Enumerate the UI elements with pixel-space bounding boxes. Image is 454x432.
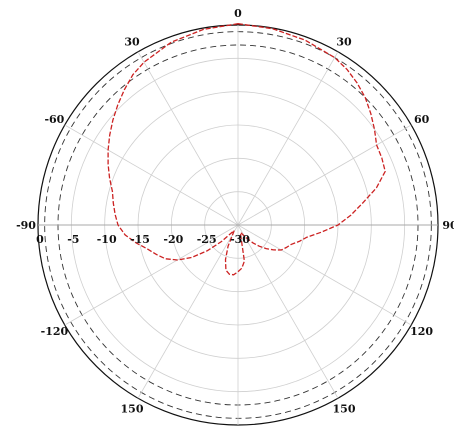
grid-spoke xyxy=(237,124,412,226)
radial-tick-label: -25 xyxy=(197,233,217,246)
angle-tick-label: 30 xyxy=(336,35,352,48)
angle-tick-label: -90 xyxy=(16,219,36,232)
angle-tick-label: 60 xyxy=(414,113,430,126)
radial-tick-label: -5 xyxy=(67,233,79,246)
angle-tick-label: 150 xyxy=(121,403,144,416)
angle-tick-label: 150 xyxy=(333,403,356,416)
angle-tick-label: -120 xyxy=(41,325,69,338)
angle-tick-label: -60 xyxy=(44,113,64,126)
radial-tick-label: -15 xyxy=(130,233,150,246)
grid-spoke xyxy=(64,224,239,326)
angle-tick-label: 90 xyxy=(442,219,454,232)
polar-grid xyxy=(37,24,439,426)
radial-tick-label: 0 xyxy=(36,233,44,246)
radial-tick-label: -20 xyxy=(163,233,183,246)
grid-spoke xyxy=(137,224,239,399)
radial-tick-label: -10 xyxy=(97,233,117,246)
radial-tick-label: -30 xyxy=(230,233,250,246)
angle-tick-label: 120 xyxy=(410,325,433,338)
angle-tick-label: 30 xyxy=(124,35,140,48)
grid-spoke xyxy=(64,124,239,226)
grid-spoke xyxy=(137,51,239,226)
angle-tick-label: 0 xyxy=(234,7,242,20)
grid-spoke xyxy=(237,224,339,399)
series-line xyxy=(107,23,386,276)
grid-spoke xyxy=(237,224,412,326)
series-layer xyxy=(107,23,386,276)
grid-spoke xyxy=(237,51,339,226)
